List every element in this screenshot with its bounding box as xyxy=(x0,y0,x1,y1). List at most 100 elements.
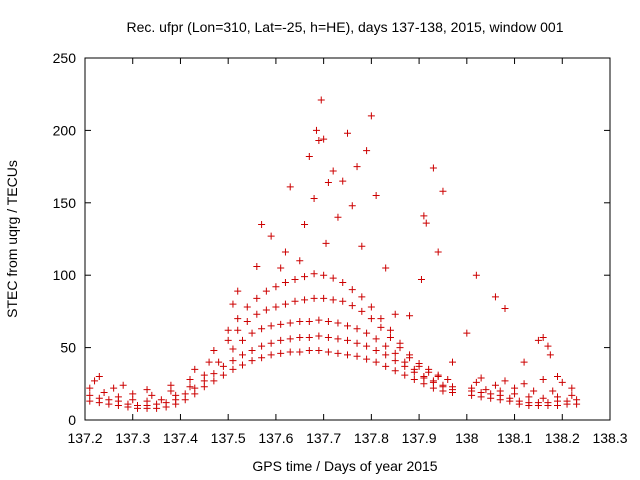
data-point xyxy=(391,310,399,318)
data-point xyxy=(305,333,313,341)
data-point xyxy=(315,137,323,145)
data-point xyxy=(186,375,194,383)
data-point xyxy=(472,271,480,279)
data-point xyxy=(396,339,404,347)
data-point xyxy=(372,192,380,200)
data-point xyxy=(124,400,132,408)
data-point xyxy=(534,399,542,407)
data-point xyxy=(525,393,533,401)
data-point xyxy=(86,391,94,399)
x-tick-label: 138 xyxy=(455,430,479,446)
data-point xyxy=(143,397,151,405)
data-point xyxy=(449,383,456,391)
y-tick-label: 100 xyxy=(53,267,77,283)
data-point xyxy=(530,387,538,395)
data-point xyxy=(468,384,476,392)
data-point xyxy=(301,273,309,281)
data-point xyxy=(162,399,170,407)
data-point xyxy=(491,381,499,389)
data-point xyxy=(322,239,330,247)
data-point xyxy=(277,349,285,357)
data-point xyxy=(377,323,385,331)
data-point xyxy=(334,335,342,343)
data-point xyxy=(267,322,275,330)
data-point xyxy=(401,358,409,366)
data-point xyxy=(520,358,528,366)
data-point xyxy=(511,384,519,392)
data-point xyxy=(215,358,223,366)
data-point xyxy=(534,336,542,344)
data-point xyxy=(191,365,199,373)
data-point xyxy=(439,187,447,195)
y-tick-label: 200 xyxy=(53,122,77,138)
data-point xyxy=(114,393,122,401)
x-tick-label: 137.4 xyxy=(163,430,198,446)
data-point xyxy=(422,219,430,227)
data-point xyxy=(105,396,113,404)
data-point xyxy=(425,365,433,373)
x-tick-label: 137.6 xyxy=(258,430,293,446)
data-point xyxy=(487,390,495,398)
data-point xyxy=(496,387,504,395)
x-tick-label: 137.2 xyxy=(67,430,102,446)
data-point xyxy=(267,351,275,359)
data-point xyxy=(391,357,399,365)
data-point xyxy=(157,396,165,404)
data-point xyxy=(119,381,127,389)
y-tick-label: 0 xyxy=(68,412,76,428)
data-point xyxy=(95,373,103,381)
data-point xyxy=(310,194,318,202)
data-point xyxy=(367,303,375,311)
data-point xyxy=(143,386,151,394)
data-point xyxy=(296,318,304,326)
data-point xyxy=(167,381,175,389)
data-point xyxy=(258,342,266,350)
data-point xyxy=(229,365,237,373)
chart-title: Rec. ufpr (Lon=310, Lat=-25, h=HE), days… xyxy=(126,19,563,35)
data-point xyxy=(549,387,557,395)
data-point xyxy=(420,373,428,381)
data-point xyxy=(301,296,309,304)
data-point xyxy=(243,303,251,311)
data-point xyxy=(200,371,208,379)
data-point xyxy=(477,388,485,396)
data-point xyxy=(353,339,361,347)
data-point xyxy=(353,325,361,333)
data-point xyxy=(324,318,332,326)
data-point xyxy=(95,394,103,402)
data-point xyxy=(434,371,442,379)
data-point xyxy=(568,391,576,399)
data-point xyxy=(324,348,332,356)
data-point xyxy=(482,386,490,394)
data-point xyxy=(491,293,499,301)
x-tick-label: 137.8 xyxy=(354,430,389,446)
x-tick-label: 138.1 xyxy=(497,430,532,446)
data-point xyxy=(324,179,332,187)
data-point xyxy=(310,270,318,278)
data-point xyxy=(344,351,351,359)
data-point xyxy=(239,336,246,344)
data-point xyxy=(515,397,523,405)
data-point xyxy=(386,333,394,341)
data-point xyxy=(305,318,313,326)
data-point xyxy=(501,305,509,313)
data-point xyxy=(563,397,571,405)
data-point xyxy=(281,248,289,256)
data-point xyxy=(429,377,437,385)
data-point xyxy=(248,329,256,337)
data-point xyxy=(305,346,313,354)
data-point xyxy=(301,221,309,229)
data-point xyxy=(186,383,194,391)
data-point xyxy=(410,365,418,373)
plot-frame xyxy=(84,57,611,421)
data-point xyxy=(520,380,528,388)
data-point xyxy=(248,346,256,354)
data-point xyxy=(315,332,323,340)
data-point xyxy=(417,276,425,284)
y-axis-label: STEC from uqrg / TECUs xyxy=(4,160,20,318)
data-point xyxy=(406,351,414,359)
data-point xyxy=(573,396,581,404)
axis-ticks: 137.2 137.3 137.4 137.5 137.6 137.7 137.8 137.9… xyxy=(53,50,628,446)
data-point xyxy=(449,358,456,366)
